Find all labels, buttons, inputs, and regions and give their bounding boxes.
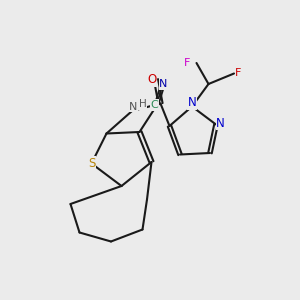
Text: C: C: [151, 100, 158, 110]
Text: O: O: [147, 73, 156, 86]
Text: N: N: [188, 96, 196, 110]
Text: N: N: [216, 116, 225, 130]
Text: F: F: [235, 68, 242, 79]
Text: F: F: [184, 58, 191, 68]
Text: N: N: [129, 101, 138, 112]
Text: H: H: [139, 99, 146, 110]
Text: N: N: [159, 79, 168, 89]
Text: S: S: [88, 157, 95, 170]
